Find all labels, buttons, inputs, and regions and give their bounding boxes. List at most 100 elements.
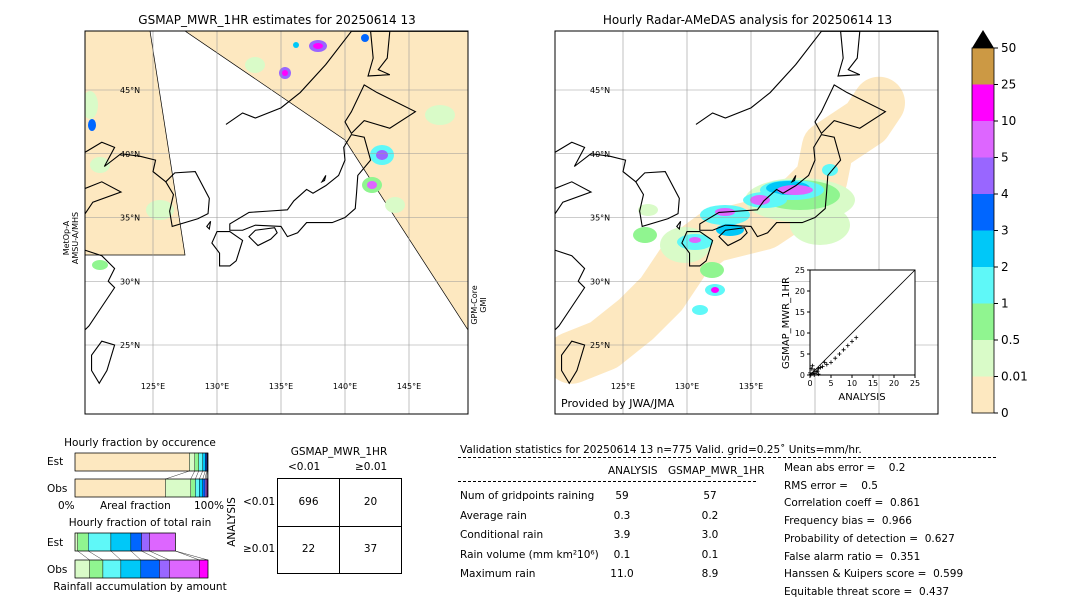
coastline-honshu [229,134,372,238]
swath-gpm [184,31,468,331]
coastline-china2 [555,181,593,215]
rain-cell [822,164,838,176]
bar-outline [74,532,176,552]
scatter-point [808,370,812,375]
map-frame [554,30,939,415]
coastline-sado [790,175,797,184]
x-tick-label: 20 [889,379,899,388]
coastline-honshu [699,134,842,238]
scatter-point [810,363,815,368]
stats-label: Maximum rain [460,568,536,580]
bar-segment [189,452,195,472]
contingency-col-label: <0.01 [288,461,321,473]
bar-segment [165,478,191,498]
scatter-point [818,365,823,370]
stats-analysis: 11.0 [610,568,634,580]
bar-connector [88,550,104,561]
bar-segment [89,559,104,579]
lat-label: 35°N [590,214,610,223]
bar-outline [74,559,209,579]
coastline-russia [225,31,468,125]
score-line: Mean abs error = 0.2 [784,462,906,474]
scatter-point [850,339,854,344]
lat-label: 45°N [120,86,140,95]
bar-segment [199,478,203,498]
y-tick-label: 25 [795,266,805,275]
colorbar-label: 25 [1001,78,1016,92]
stats-col-gsmap: GSMAP_MWR_1HR [668,465,765,477]
score-line: RMS error = 0.5 [784,479,878,492]
bar-segment [77,532,89,552]
score-line: Hanssen & Kuipers score = 0.599 [784,568,964,581]
rain-cell [367,181,377,189]
coastline-china3 [85,249,116,331]
rain-cell [700,262,724,278]
colorbar-label: 1 [1001,297,1009,311]
stats-analysis: 0.3 [613,509,631,522]
bar-connector [204,470,207,480]
right-sensor-label: GPM-Core GMI [470,280,488,330]
left-map-title: GSMAP_MWR_1HR estimates for 20250614 13 [138,13,416,27]
colorbar-segment [972,267,994,304]
score-line: False alarm ratio = 0.351 [784,550,921,563]
left-map: 45°N 40°N 35°N 30°N 25°N 125°E 130°E 135°E 140°E… [84,30,469,415]
y-tick-label: 0 [800,371,805,380]
x-tick-label: 15 [868,379,878,388]
rain-cell [385,197,405,213]
stats-analysis: 0.1 [613,548,631,561]
lon-label: 135°E [739,382,763,391]
coastline-hokkaido [344,84,417,135]
colorbar-segment [972,303,994,340]
colorbar-segment [972,121,994,158]
rain-cell [633,227,657,243]
scatter-point [854,335,859,340]
fraction-bars-svg [74,452,209,579]
coastline-china [85,141,167,183]
lon-label: 125°E [611,382,635,391]
coastline-sakhalin [367,31,391,77]
bar-segment [198,452,203,472]
rain-cell [689,237,701,243]
lat-label: 25°N [120,341,140,350]
scatter-inset: 00 5 5 10 10 15 15 20 20 25 25 ANALYSIS GSMAP_MWR_1H… [781,266,920,403]
y-tick-label: 10 [795,329,805,338]
scatter-point [845,343,850,348]
cell-hit: 37 [363,543,378,555]
contingency-row-label: ≥0.01 [243,543,276,555]
scatter-point [816,372,821,377]
bar-segment [74,478,166,498]
bar-segment [190,478,196,498]
colorbar-label: 3 [1001,224,1009,238]
bar-segment [74,559,90,579]
map-content [85,31,468,414]
coastline-shikoku [718,227,748,247]
bar-segment [110,532,132,552]
coastline-taiwan [561,340,586,385]
scatter-point [812,373,817,377]
bar-segment [159,559,170,579]
bar-segment [202,478,206,498]
divider [278,526,401,527]
rain-cell [88,119,96,131]
coastline-korea [165,171,210,228]
lat-label: 25°N [590,341,610,350]
colorbar-segment [972,84,994,121]
bar-connector [130,550,141,561]
colorbar-segment [972,340,994,377]
contingency-row-label: <0.01 [243,496,276,508]
rain-cell [750,195,770,205]
sensor-line: MetOp-A [62,220,71,256]
colorbar-segment [972,376,994,413]
bar-segment [149,532,176,552]
contingency-table: 696 20 22 37 [277,478,402,574]
rain-cell [638,204,658,216]
bar-segment [169,559,200,579]
rain-est-label: Est [47,537,64,549]
lat-label: 35°N [120,214,140,223]
colorbar-label: 10 [1001,114,1016,128]
bar-connector [149,550,170,561]
score-line: Equitable threat score = 0.437 [784,585,950,598]
coastline-china2 [85,181,123,215]
lon-label: 140°E [333,382,357,391]
